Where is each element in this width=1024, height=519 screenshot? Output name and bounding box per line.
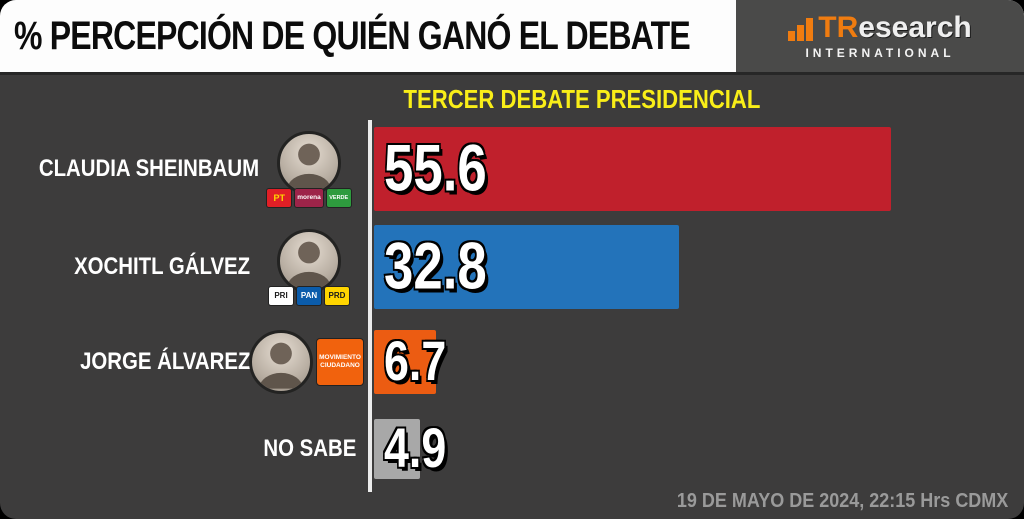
candidate-label: CLAUDIA SHEINBAUM	[0, 155, 259, 183]
logo-text-primary: TR	[818, 10, 859, 44]
party-badges: PT morena VERDE	[266, 187, 352, 208]
candidate-label: XOCHITL GÁLVEZ	[0, 253, 250, 281]
result-bar: 4.9	[374, 416, 446, 479]
result-value: 4.9	[384, 416, 447, 480]
bar-track: 55.6	[368, 120, 1024, 218]
result-bar: 55.6	[374, 127, 892, 211]
party-badge-pan: PAN	[296, 285, 322, 306]
bar-row: NO SABE 4.9	[0, 408, 1024, 490]
candidate-label-text: XOCHITL GÁLVEZ	[73, 253, 250, 280]
candidate-media: PT morena VERDE	[250, 130, 368, 208]
result-bar: 32.8	[374, 225, 680, 309]
bar-track: 6.7	[368, 316, 1024, 408]
chart-title: TERCER DEBATE PRESIDENCIAL	[372, 84, 760, 115]
party-badges: PRI PAN PRD	[268, 285, 350, 306]
chart-title-text: TERCER DEBATE PRESIDENCIAL	[403, 84, 761, 114]
result-bar: 6.7	[374, 329, 446, 394]
candidate-media: MOVIMIENTO CIUDADANO	[249, 330, 368, 394]
bar-track: 32.8	[368, 218, 1024, 316]
header: % PERCEPCIÓN DE QUIÉN GANÓ EL DEBATE TR e…	[0, 0, 1024, 72]
logo-subtitle: INTERNATIONAL	[805, 45, 955, 60]
result-value: 6.7	[384, 329, 447, 393]
candidate-photo	[277, 228, 341, 293]
party-badge-pri: PRI	[268, 285, 294, 306]
bar-row: JORGE ÁLVAREZ MOVIMIENTO CIUDADANO 6.7	[0, 316, 1024, 408]
candidate-photo	[249, 330, 313, 394]
no-sabe-label-text: NO SABE	[263, 435, 356, 462]
party-badge-pt: PT	[266, 187, 293, 208]
brand-logo: TR esearch INTERNATIONAL	[736, 0, 1024, 72]
page-title-text: % PERCEPCIÓN DE QUIÉN GANÓ EL DEBATE	[14, 13, 691, 58]
bar-track: 4.9	[368, 408, 1024, 490]
bar-chart: CLAUDIA SHEINBAUM PT morena VERDE 55.6	[0, 120, 1024, 490]
party-badge-verde: VERDE	[325, 187, 352, 208]
candidate-label-text: JORGE ÁLVAREZ	[79, 348, 250, 375]
bar-chart-icon	[788, 17, 814, 43]
bar-row: XOCHITL GÁLVEZ PRI PAN PRD 32.8	[0, 218, 1024, 316]
no-sabe-label: NO SABE	[0, 435, 368, 463]
party-badge-morena: morena	[294, 187, 324, 208]
person-icon	[287, 241, 331, 288]
candidate-media: PRI PAN PRD	[250, 228, 368, 306]
party-badge-prd: PRD	[324, 285, 350, 306]
candidate-label: JORGE ÁLVAREZ	[0, 348, 250, 376]
axis-line	[368, 120, 372, 492]
result-value: 32.8	[384, 228, 487, 303]
date-stamp: 19 DE MAYO DE 2024, 22:15 Hrs CDMX	[640, 490, 1008, 513]
page-title: % PERCEPCIÓN DE QUIÉN GANÓ EL DEBATE	[14, 0, 859, 72]
candidate-label-text: CLAUDIA SHEINBAUM	[38, 155, 260, 182]
party-badge-movimiento-ciudadano: MOVIMIENTO CIUDADANO	[316, 338, 364, 386]
candidate-photo	[277, 130, 341, 195]
person-icon	[259, 342, 303, 389]
person-icon	[287, 143, 331, 190]
result-value: 55.6	[384, 130, 487, 205]
brand-logo-row: TR esearch	[788, 10, 972, 44]
bar-row: CLAUDIA SHEINBAUM PT morena VERDE 55.6	[0, 120, 1024, 218]
logo-text-secondary: esearch	[858, 10, 972, 44]
date-stamp-text: 19 DE MAYO DE 2024, 22:15 Hrs CDMX	[676, 490, 1008, 512]
